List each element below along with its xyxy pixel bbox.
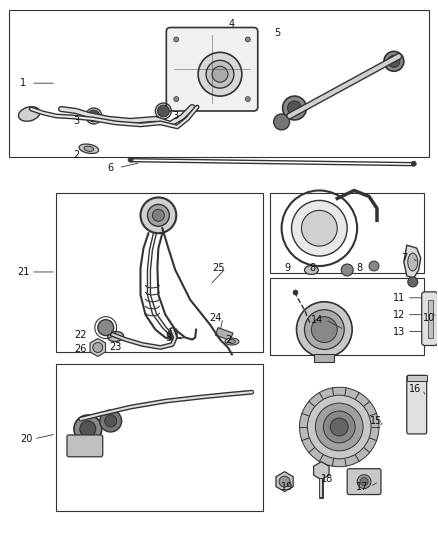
Circle shape (100, 410, 122, 432)
Text: 7: 7 (401, 253, 407, 263)
Text: 3: 3 (165, 333, 171, 343)
Text: 8: 8 (356, 263, 362, 273)
Bar (56, 193, 263, 352)
Circle shape (311, 317, 337, 343)
Polygon shape (276, 472, 293, 491)
Ellipse shape (84, 146, 94, 151)
Circle shape (297, 302, 352, 358)
FancyBboxPatch shape (347, 469, 381, 495)
Text: 10: 10 (423, 313, 435, 322)
Text: 21: 21 (17, 267, 29, 277)
Circle shape (300, 387, 379, 467)
Text: 9: 9 (285, 263, 291, 273)
Bar (270, 278, 424, 356)
Circle shape (174, 96, 179, 102)
Bar (9, 10, 429, 157)
Bar (215, 328, 233, 341)
Circle shape (323, 411, 355, 443)
FancyBboxPatch shape (166, 28, 258, 111)
Text: 26: 26 (75, 344, 87, 354)
Circle shape (212, 66, 228, 82)
Circle shape (174, 37, 179, 42)
Text: 25: 25 (212, 263, 224, 273)
Bar (270, 193, 424, 273)
Ellipse shape (225, 338, 239, 345)
Circle shape (245, 37, 250, 42)
Bar (56, 365, 263, 512)
Circle shape (198, 52, 242, 96)
Ellipse shape (304, 265, 318, 274)
Circle shape (93, 343, 103, 352)
Text: 3: 3 (172, 111, 178, 121)
Circle shape (88, 110, 100, 122)
Circle shape (206, 60, 234, 88)
Circle shape (330, 418, 348, 436)
Polygon shape (404, 245, 421, 278)
Text: 5: 5 (275, 28, 281, 38)
Text: 12: 12 (392, 310, 405, 320)
Circle shape (274, 114, 290, 130)
Bar (407, 375, 427, 381)
Circle shape (388, 55, 400, 67)
Circle shape (157, 105, 170, 117)
Text: 24: 24 (209, 313, 221, 322)
Bar (314, 354, 334, 362)
Circle shape (384, 51, 404, 71)
Circle shape (292, 200, 347, 256)
Circle shape (128, 157, 133, 162)
Text: 23: 23 (110, 343, 122, 352)
Text: 2: 2 (73, 150, 79, 160)
Circle shape (98, 320, 114, 336)
Text: 20: 20 (20, 434, 32, 444)
Ellipse shape (229, 340, 235, 343)
Text: 19: 19 (282, 482, 294, 491)
Text: 16: 16 (409, 384, 421, 394)
Ellipse shape (18, 107, 40, 122)
Circle shape (341, 264, 353, 276)
FancyBboxPatch shape (407, 375, 427, 434)
Circle shape (152, 209, 164, 221)
Text: 1: 1 (20, 78, 26, 88)
Circle shape (307, 395, 371, 459)
Bar (427, 300, 433, 337)
Text: 13: 13 (393, 327, 405, 336)
Circle shape (245, 96, 250, 102)
Text: 2: 2 (225, 335, 231, 344)
Circle shape (360, 478, 368, 486)
Ellipse shape (408, 253, 418, 271)
Circle shape (283, 96, 307, 120)
Circle shape (279, 476, 290, 487)
Circle shape (105, 415, 117, 427)
Text: 17: 17 (356, 482, 368, 491)
Text: 3: 3 (73, 116, 79, 126)
Text: 8: 8 (309, 263, 315, 273)
Circle shape (167, 329, 177, 340)
Ellipse shape (108, 332, 124, 342)
FancyBboxPatch shape (422, 292, 438, 345)
Circle shape (357, 475, 371, 489)
Circle shape (141, 197, 176, 233)
Circle shape (80, 421, 96, 437)
Polygon shape (90, 338, 106, 357)
Text: 18: 18 (321, 474, 333, 483)
Text: 14: 14 (311, 314, 324, 325)
Text: 15: 15 (370, 416, 382, 426)
Circle shape (301, 211, 337, 246)
Text: 6: 6 (108, 163, 114, 173)
Circle shape (411, 161, 416, 166)
Circle shape (148, 204, 170, 226)
Circle shape (304, 310, 344, 350)
Text: 4: 4 (229, 19, 235, 29)
Ellipse shape (79, 144, 99, 154)
Circle shape (74, 415, 102, 443)
Text: 22: 22 (74, 329, 87, 340)
Circle shape (288, 101, 301, 115)
FancyBboxPatch shape (67, 435, 103, 457)
Circle shape (315, 403, 363, 451)
Text: 11: 11 (393, 293, 405, 303)
Circle shape (408, 277, 418, 287)
Polygon shape (314, 462, 329, 480)
Circle shape (369, 261, 379, 271)
